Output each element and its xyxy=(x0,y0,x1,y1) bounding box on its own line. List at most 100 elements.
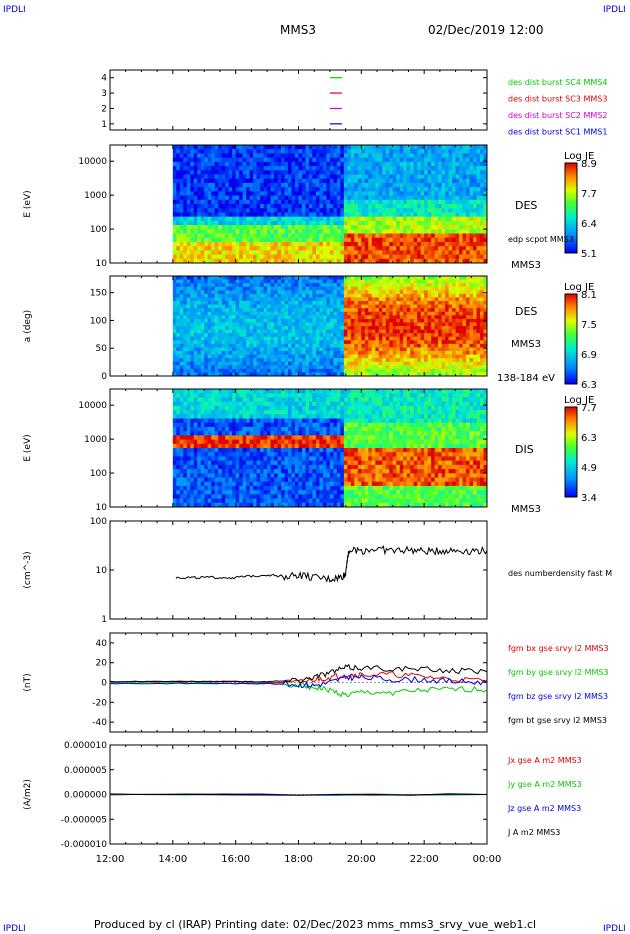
spectrogram-cell xyxy=(242,237,247,243)
spectrogram-cell xyxy=(308,322,313,327)
spectrogram-cell xyxy=(473,258,477,264)
spectrogram-cell xyxy=(462,195,467,201)
spectrogram-cell xyxy=(350,351,355,355)
spectrogram-cell xyxy=(232,229,237,234)
spectrogram-cell xyxy=(392,157,397,163)
spectrogram-cell xyxy=(228,304,233,309)
spectrogram-cell xyxy=(277,258,282,264)
spectrogram-cell xyxy=(179,279,184,284)
spectrogram-cell xyxy=(315,365,320,370)
spectrogram-cell xyxy=(305,276,310,280)
spectrogram-cell xyxy=(225,311,230,316)
spectrogram-cell xyxy=(232,372,237,377)
spectrogram-cell xyxy=(410,166,415,171)
spectrogram-cell xyxy=(242,153,247,159)
spectrogram-cell xyxy=(389,161,394,167)
spectrogram-cell xyxy=(179,361,184,366)
spectrogram-cell xyxy=(357,276,362,280)
spectrogram-cell xyxy=(389,322,394,327)
spectrogram-cell xyxy=(315,208,320,213)
spectrogram-cell xyxy=(424,308,429,313)
spectrogram-cell xyxy=(319,293,324,298)
spectrogram-cell xyxy=(200,195,205,201)
spectrogram-cell xyxy=(340,340,345,345)
spectrogram-cell xyxy=(249,187,254,192)
spectrogram-cell xyxy=(225,293,230,298)
spectrogram-cell xyxy=(333,208,338,213)
spectrogram-cell xyxy=(448,182,453,188)
spectrogram-cell xyxy=(455,343,460,348)
spectrogram-cell xyxy=(483,174,488,180)
spectrogram-cell xyxy=(190,216,195,222)
spectrogram-cell xyxy=(322,170,327,175)
spectrogram-cell xyxy=(389,258,394,264)
spectrogram-cell xyxy=(431,170,436,175)
spectrogram-cell xyxy=(288,308,292,313)
spectrogram-cell xyxy=(312,297,317,302)
spectrogram-cell xyxy=(298,220,303,226)
spectrogram-cell xyxy=(183,246,188,251)
spectrogram-cell xyxy=(305,225,310,230)
spectrogram-cell xyxy=(347,195,352,201)
spectrogram-cell xyxy=(340,286,345,291)
spectrogram-cell xyxy=(322,182,327,188)
spectrogram-cell xyxy=(207,304,212,309)
spectrogram-cell xyxy=(375,343,380,348)
spectrogram-cell xyxy=(364,361,369,366)
spectrogram-cell xyxy=(322,333,327,338)
spectrogram-cell xyxy=(235,340,240,345)
spectrogram-cell xyxy=(431,174,436,180)
spectrogram-cell xyxy=(176,187,181,192)
spectrogram-cell xyxy=(455,308,460,313)
spectrogram-cell xyxy=(389,157,394,163)
spectrogram-cell xyxy=(396,336,401,341)
spectrogram-cell xyxy=(434,279,439,284)
spectrogram-cell xyxy=(406,250,411,255)
spectrogram-cell xyxy=(232,216,237,222)
spectrogram-cell xyxy=(239,311,244,316)
spectrogram-cell xyxy=(434,276,439,280)
spectrogram-cell xyxy=(466,254,470,260)
spectrogram-cell xyxy=(424,237,429,243)
spectrogram-cell xyxy=(448,326,453,330)
spectrogram-cell xyxy=(288,283,292,288)
spectrogram-cell xyxy=(193,229,198,234)
spectrogram-cell xyxy=(368,322,373,327)
spectrogram-cell xyxy=(333,340,338,345)
spectrogram-cell xyxy=(469,157,474,163)
spectrogram-cell xyxy=(284,318,289,323)
spectrogram-cell xyxy=(473,204,477,209)
spectrogram-cell xyxy=(256,149,261,154)
spectrogram-cell xyxy=(249,336,254,341)
spectrogram-cell xyxy=(480,182,484,188)
spectrogram-cell xyxy=(197,333,202,338)
spectrogram-cell xyxy=(333,315,338,320)
spectrogram-cell xyxy=(399,279,404,284)
spectrogram-cell xyxy=(326,145,331,150)
spectrogram-cell xyxy=(312,208,317,213)
spectrogram-cell xyxy=(176,315,181,320)
spectrogram-cell xyxy=(211,258,216,264)
spectrogram-cell xyxy=(291,174,296,180)
spectrogram-cell xyxy=(459,199,463,205)
spectrogram-cell xyxy=(350,241,355,247)
spectrogram-cell xyxy=(249,254,254,260)
spectrogram-cell xyxy=(424,241,429,247)
spectrogram-cell xyxy=(350,343,355,348)
spectrogram-cell xyxy=(441,161,446,167)
spectrogram-cell xyxy=(260,315,264,320)
spectrogram-cell xyxy=(253,237,258,243)
spectrogram-cell xyxy=(459,166,463,171)
spectrogram-cell xyxy=(427,354,432,359)
spectrogram-cell xyxy=(413,225,418,230)
spectrogram-cell xyxy=(301,351,306,355)
spectrogram-cell xyxy=(445,347,449,352)
spectrogram-cell xyxy=(190,318,195,323)
spectrogram-cell xyxy=(291,308,296,313)
spectrogram-cell xyxy=(396,149,401,154)
spectrogram-cell xyxy=(343,365,348,370)
spectrogram-cell xyxy=(277,195,282,201)
spectrogram-cell xyxy=(288,199,292,205)
spectrogram-cell xyxy=(322,347,327,352)
